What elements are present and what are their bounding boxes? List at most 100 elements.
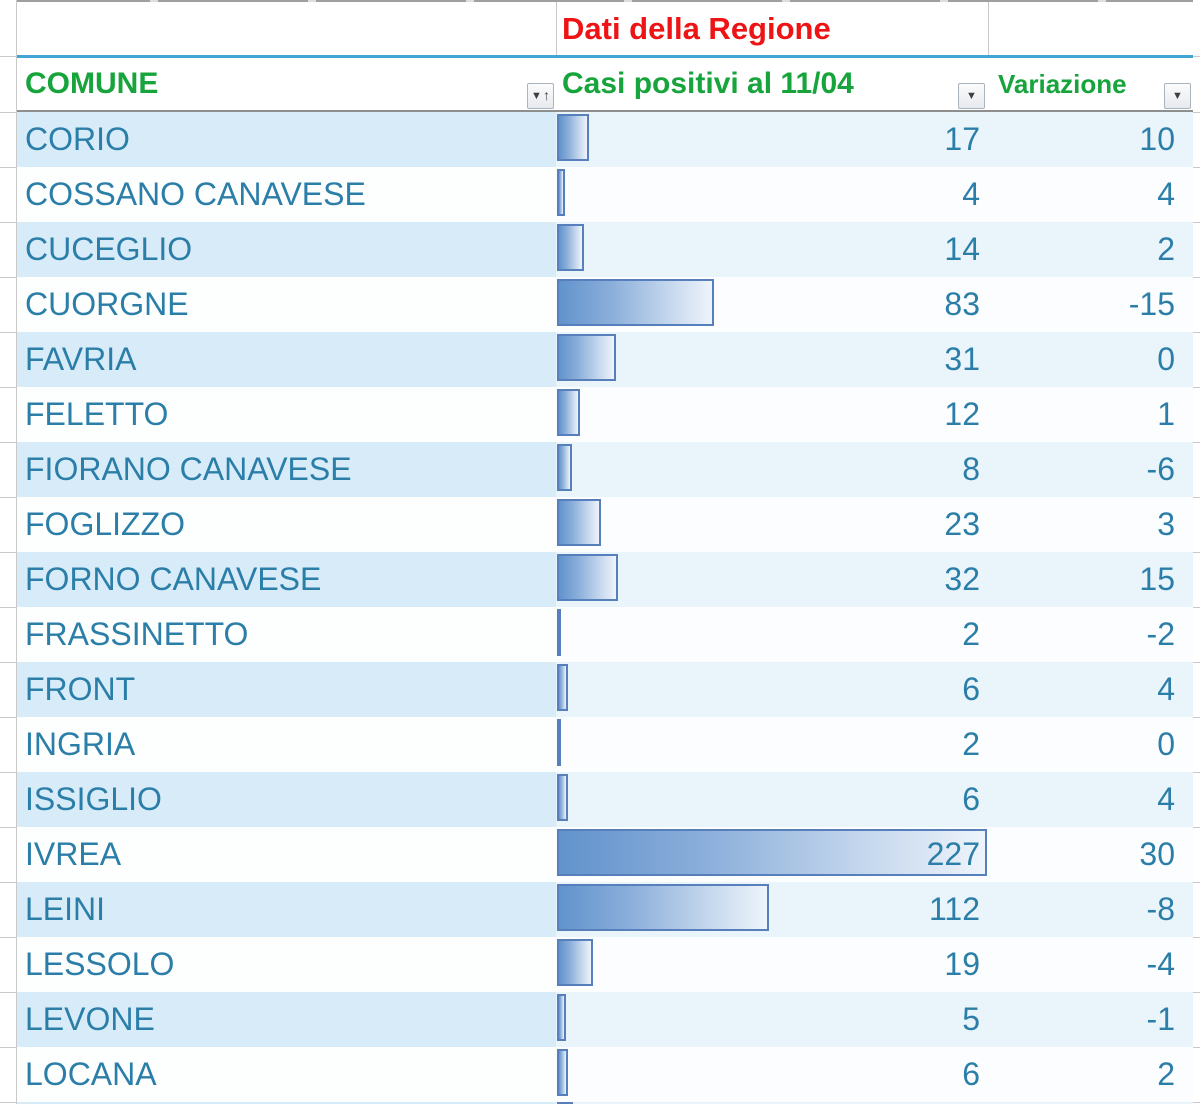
cell-variazione[interactable]: 15 xyxy=(988,552,1193,607)
cell-variazione[interactable]: -8 xyxy=(988,882,1193,937)
cell-casi-positivi[interactable]: 12 xyxy=(556,387,988,442)
table-row: FRASSINETTO 2 -2 xyxy=(17,607,1200,663)
gridline xyxy=(1193,662,1200,663)
gridline xyxy=(0,1047,16,1048)
gridline xyxy=(0,112,16,113)
cell-comune[interactable]: CORIO xyxy=(17,112,556,167)
cell-variazione[interactable]: 4 xyxy=(988,772,1193,827)
data-bar xyxy=(557,719,561,766)
casi-value: 4 xyxy=(962,176,980,212)
cell-comune[interactable]: LOCANA xyxy=(17,1047,556,1102)
casi-value: 112 xyxy=(928,891,980,927)
data-bar xyxy=(557,114,589,161)
data-bar xyxy=(557,884,769,931)
cell-comune[interactable]: LEINI xyxy=(17,882,556,937)
cell-casi-positivi[interactable]: 8 xyxy=(556,442,988,497)
cell-comune[interactable]: LESSOLO xyxy=(17,937,556,992)
gridline xyxy=(0,772,16,773)
cell-variazione[interactable]: 2 xyxy=(988,1047,1193,1102)
gridline xyxy=(0,332,16,333)
data-bar xyxy=(557,499,601,546)
cell-casi-positivi[interactable]: 112 xyxy=(556,882,988,937)
cell-variazione[interactable]: 1 xyxy=(988,387,1193,442)
casi-value: 8 xyxy=(962,451,980,487)
casi-value: 6 xyxy=(962,1056,980,1092)
cell-variazione[interactable]: 3 xyxy=(988,497,1193,552)
cell-variazione[interactable]: -15 xyxy=(988,277,1193,332)
casi-value: 2 xyxy=(962,726,980,762)
column-header-casi-positivi[interactable]: Casi positivi al 11/04 xyxy=(562,67,854,100)
cell-casi-positivi[interactable]: 6 xyxy=(556,1047,988,1102)
comune-sort-filter-button[interactable]: ▼ ↑ xyxy=(527,83,554,109)
cell-casi-positivi[interactable]: 5 xyxy=(556,992,988,1047)
cell-casi-positivi[interactable]: 227 xyxy=(556,827,988,882)
gridline xyxy=(1193,332,1200,333)
cell-comune[interactable]: IVREA xyxy=(17,827,556,882)
cell-comune[interactable]: FIORANO CANAVESE xyxy=(17,442,556,497)
gridline xyxy=(0,222,16,223)
cell-casi-positivi[interactable]: 2 xyxy=(556,607,988,662)
data-bar xyxy=(557,994,566,1041)
cell-casi-positivi[interactable]: 6 xyxy=(556,662,988,717)
cell-comune[interactable]: FELETTO xyxy=(17,387,556,442)
cell-comune[interactable]: CUORGNE xyxy=(17,277,556,332)
casi-value: 31 xyxy=(944,341,980,377)
cell-casi-positivi[interactable]: 17 xyxy=(556,112,988,167)
table-row: CUCEGLIO 14 2 xyxy=(17,222,1200,278)
region-data-title[interactable]: Dati della Regione xyxy=(562,11,831,46)
table-row: CORIO 17 10 xyxy=(17,112,1200,168)
cell-casi-positivi[interactable]: 32 xyxy=(556,552,988,607)
cell-comune[interactable]: FOGLIZZO xyxy=(17,497,556,552)
cell-variazione[interactable]: 4 xyxy=(988,662,1193,717)
cutoff-next-row xyxy=(17,1102,1200,1104)
gridline xyxy=(1193,277,1200,278)
cell-comune[interactable]: ISSIGLIO xyxy=(17,772,556,827)
table-row: FELETTO 12 1 xyxy=(17,387,1200,443)
column-header-variazione[interactable]: Variazione xyxy=(998,69,1127,99)
gridline xyxy=(1193,772,1200,773)
cell-casi-positivi[interactable]: 19 xyxy=(556,937,988,992)
table-row: FRONT 6 4 xyxy=(17,662,1200,718)
cell-casi-positivi[interactable]: 6 xyxy=(556,772,988,827)
cell-casi-positivi[interactable]: 23 xyxy=(556,497,988,552)
gridline xyxy=(1193,1102,1200,1103)
casi-value: 23 xyxy=(944,506,980,542)
data-bar xyxy=(557,389,580,436)
gridline xyxy=(0,552,16,553)
casi-filter-button[interactable]: ▼ xyxy=(958,83,985,109)
cell-variazione[interactable]: 30 xyxy=(988,827,1193,882)
cell-comune[interactable]: INGRIA xyxy=(17,717,556,772)
cell-comune[interactable]: COSSANO CANAVESE xyxy=(17,167,556,222)
gridline xyxy=(0,882,16,883)
cell-variazione[interactable]: 2 xyxy=(988,222,1193,277)
casi-value: 12 xyxy=(944,396,980,432)
gridline xyxy=(1193,442,1200,443)
filter-dropdown-icon: ▼ xyxy=(1172,89,1183,102)
cell-comune[interactable]: FAVRIA xyxy=(17,332,556,387)
cell-comune[interactable]: FRONT xyxy=(17,662,556,717)
cell-variazione[interactable]: 0 xyxy=(988,332,1193,387)
cell-comune[interactable]: LEVONE xyxy=(17,992,556,1047)
cell-casi-positivi[interactable]: 31 xyxy=(556,332,988,387)
cell-variazione[interactable]: -2 xyxy=(988,607,1193,662)
cell-casi-positivi[interactable]: 4 xyxy=(556,167,988,222)
table-row: FIORANO CANAVESE 8 -6 xyxy=(17,442,1200,498)
cell-variazione[interactable]: 10 xyxy=(988,112,1193,167)
cell-comune[interactable]: FORNO CANAVESE xyxy=(17,552,556,607)
casi-value: 32 xyxy=(944,561,980,597)
cell-variazione[interactable]: 0 xyxy=(988,717,1193,772)
sort-ascending-arrow-icon: ↑ xyxy=(542,86,550,103)
cell-comune[interactable]: CUCEGLIO xyxy=(17,222,556,277)
cell-casi-positivi[interactable]: 2 xyxy=(556,717,988,772)
casi-value: 19 xyxy=(944,946,980,982)
cell-casi-positivi[interactable]: 83 xyxy=(556,277,988,332)
cell-casi-positivi[interactable]: 14 xyxy=(556,222,988,277)
cell-comune[interactable]: FRASSINETTO xyxy=(17,607,556,662)
cell-variazione[interactable]: -4 xyxy=(988,937,1193,992)
column-header-comune[interactable]: COMUNE xyxy=(25,67,159,100)
cell-variazione[interactable]: -6 xyxy=(988,442,1193,497)
variazione-filter-button[interactable]: ▼ xyxy=(1164,83,1191,109)
cell-variazione[interactable]: 4 xyxy=(988,167,1193,222)
region-data-title-row: Dati della Regione xyxy=(17,2,1200,55)
cell-variazione[interactable]: -1 xyxy=(988,992,1193,1047)
